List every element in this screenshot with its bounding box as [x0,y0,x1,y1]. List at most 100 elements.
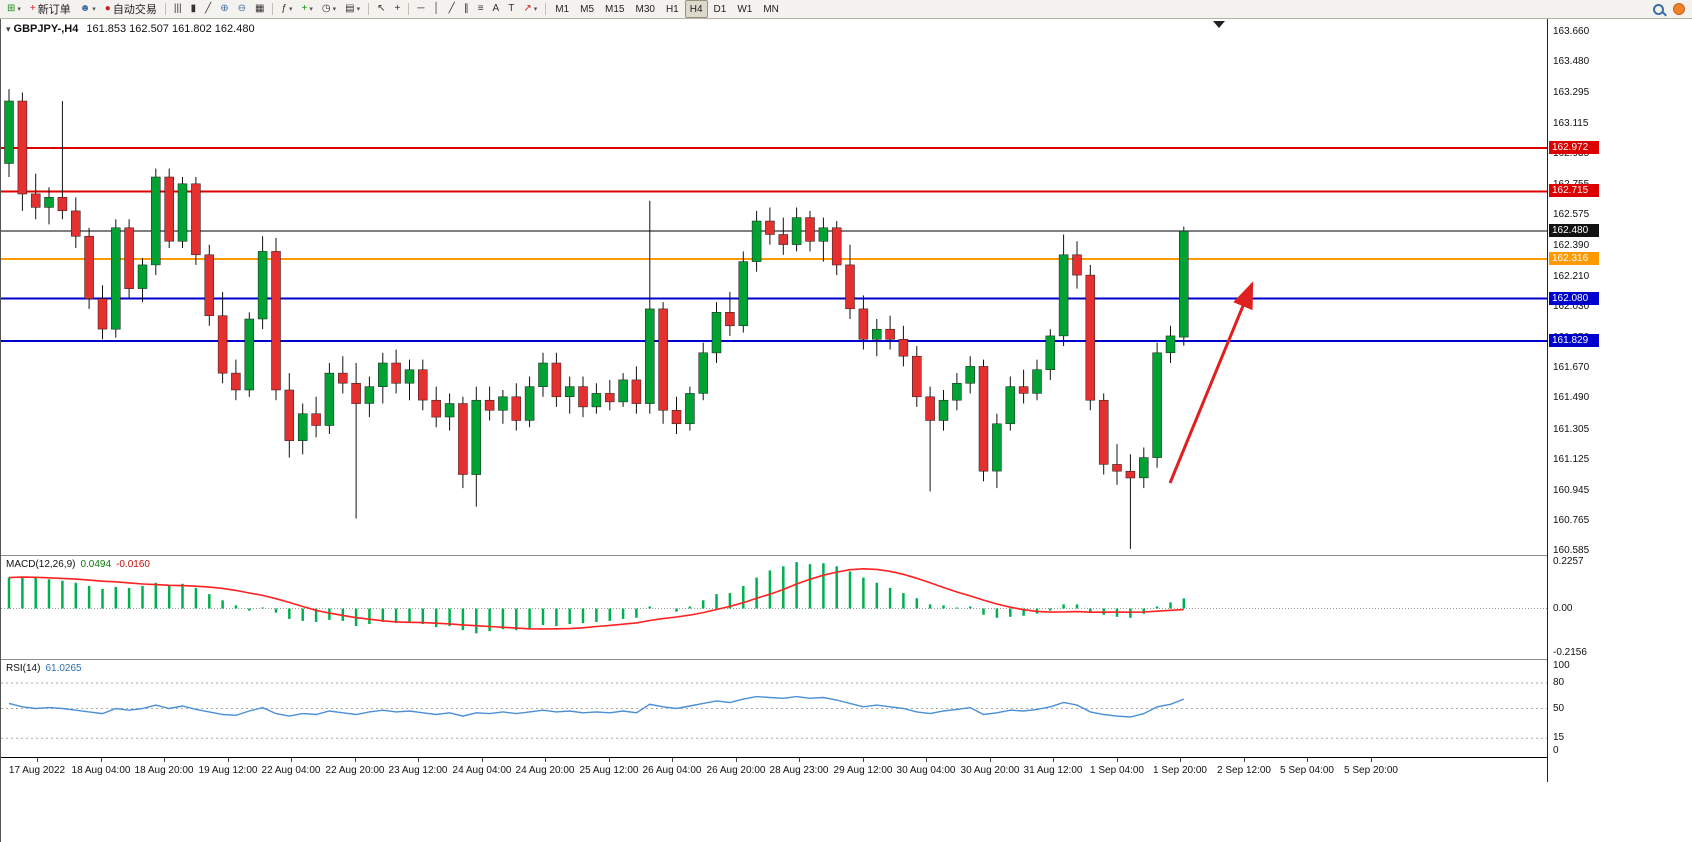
crosshair-button[interactable]: + [390,0,404,18]
chevron-down-icon: ▾ [309,5,313,13]
cursor-icon: ↖ [377,3,386,14]
crosshair-icon: + [394,3,401,14]
price-axis-label: 163.480 [1553,56,1590,67]
time-tick [1180,758,1181,762]
candlestick-icon: ▮ [190,3,197,14]
time-axis-label: 19 Aug 12:00 [198,765,258,776]
label-tool-button[interactable]: T [504,0,518,18]
templates-icon: ▤ [345,3,355,14]
time-axis-label: 22 Aug 20:00 [325,765,385,776]
templates-button[interactable]: ▤ ▾ [341,0,364,18]
bar-chart-button[interactable]: ||| [170,0,186,18]
time-tick [736,758,737,762]
time-tick [164,758,165,762]
community-button[interactable] [1669,0,1689,18]
time-tick [609,758,610,762]
price-axis-label: 160.945 [1553,485,1590,496]
new-order-icon: + [29,3,36,14]
timeframe-button-m1[interactable]: M1 [555,3,570,15]
timeframe-button-m5[interactable]: M5 [580,3,595,15]
main-toolbar: ⊞ ▾ + 新订单 ☻ ▾ ● 自动交易 ||| ▮ ╱ ⊕ ⊖ ▦ ƒ ▾ +… [0,0,1692,19]
channel-button[interactable]: ∥ [460,0,473,18]
fibonacci-button[interactable]: ≡ [474,0,488,18]
macd-signal-value: -0.0160 [116,559,150,570]
timeframe-button-m30[interactable]: M30 [635,3,655,15]
add-indicator-icon: + [301,3,308,14]
time-axis-line [1,757,1692,758]
time-tick [799,758,800,762]
time-tick [1053,758,1054,762]
time-axis-label: 22 Aug 04:00 [261,765,321,776]
timeframe-button-h1[interactable]: H1 [665,3,679,15]
rsi-value: 61.0265 [45,663,82,674]
rsi-scale-label: 50 [1553,703,1565,714]
macd-label: MACD(12,26,9) 0.0494 -0.0160 [6,559,150,570]
rsi-canvas[interactable] [1,660,1547,757]
price-axis[interactable]: 163.660163.480163.295163.115162.935162.7… [1547,19,1692,782]
time-tick [228,758,229,762]
trendline-button[interactable]: ╱ [445,0,459,18]
autotrading-button[interactable]: ● 自动交易 [101,0,161,18]
chart-menu-icon[interactable]: ▾ [6,24,11,34]
current-price-badge: 162.480 [1549,224,1599,237]
toolbar-separator [545,3,547,15]
candlestick-chart-button[interactable]: ▮ [187,0,201,18]
autotrading-label: 自动交易 [112,4,157,16]
rsi-scale-label: 80 [1553,677,1565,688]
indicators-button[interactable]: ƒ ▾ [277,0,296,18]
indicators-icon: ƒ [281,3,287,14]
cursor-button[interactable]: ↖ [373,0,389,18]
zoom-out-button[interactable]: ⊖ [234,0,250,18]
time-tick [1307,758,1308,762]
tile-windows-button[interactable]: ▦ [251,0,268,18]
panel-divider[interactable] [1,659,1692,660]
time-axis[interactable]: 17 Aug 2022 18 Aug 04:00 18 Aug 20:00 19 Au… [1,758,1547,782]
price-axis-label: 160.765 [1553,515,1590,526]
price-chart-canvas[interactable] [1,19,1547,555]
add-indicator-button[interactable]: + ▾ [298,0,317,18]
time-axis-label: 18 Aug 04:00 [71,765,131,776]
price-level-badge: 161.829 [1549,334,1599,347]
new-chart-button[interactable]: ⊞ ▾ [3,0,25,18]
time-axis-label: 5 Sep 20:00 [1344,765,1398,776]
price-axis-label: 162.390 [1553,240,1590,251]
text-tool-button[interactable]: A [489,0,504,18]
macd-canvas[interactable] [1,556,1547,659]
periods-button[interactable]: ◷ ▾ [318,0,340,18]
timeframe-button-mn[interactable]: MN [763,3,779,15]
toolbar-separator [164,3,166,15]
price-axis-label: 163.115 [1553,118,1589,129]
time-tick [672,758,673,762]
time-axis-label: 29 Aug 12:00 [833,765,893,776]
channel-icon: ∥ [463,3,469,14]
zoom-in-icon: ⊕ [220,3,229,14]
price-axis-label: 160.585 [1553,545,1590,556]
panel-divider[interactable] [1,555,1692,556]
timeframe-button-w1[interactable]: W1 [737,3,753,15]
price-level-badge: 162.316 [1549,252,1599,265]
timeframe-button-d1[interactable]: D1 [713,3,727,15]
time-axis-label: 23 Aug 12:00 [388,765,448,776]
timeframe-button-m15[interactable]: M15 [605,3,625,15]
vertical-line-button[interactable]: │ [429,0,443,18]
horizontal-line-button[interactable]: ─ [413,0,428,18]
chevron-down-icon: ▾ [533,5,538,13]
search-button[interactable] [1649,0,1668,18]
time-tick [990,758,991,762]
clock-icon: ◷ [321,3,331,14]
profiles-button[interactable]: ☻ ▾ [76,0,100,18]
time-tick [355,758,356,762]
toolbar-separator [408,3,410,15]
timeframe-button-h4[interactable]: H4 [684,0,708,18]
chevron-down-icon: ▾ [92,5,96,13]
time-tick [1244,758,1245,762]
fibonacci-icon: ≡ [477,3,484,14]
rsi-scale-label: 0 [1553,745,1559,756]
vertical-line-icon: │ [433,3,440,14]
new-order-button[interactable]: + 新订单 [26,0,75,18]
time-tick [37,758,38,762]
arrows-tool-button[interactable]: ↗ ▾ [519,0,541,18]
zoom-in-button[interactable]: ⊕ [216,0,232,18]
line-chart-button[interactable]: ╱ [201,0,215,18]
